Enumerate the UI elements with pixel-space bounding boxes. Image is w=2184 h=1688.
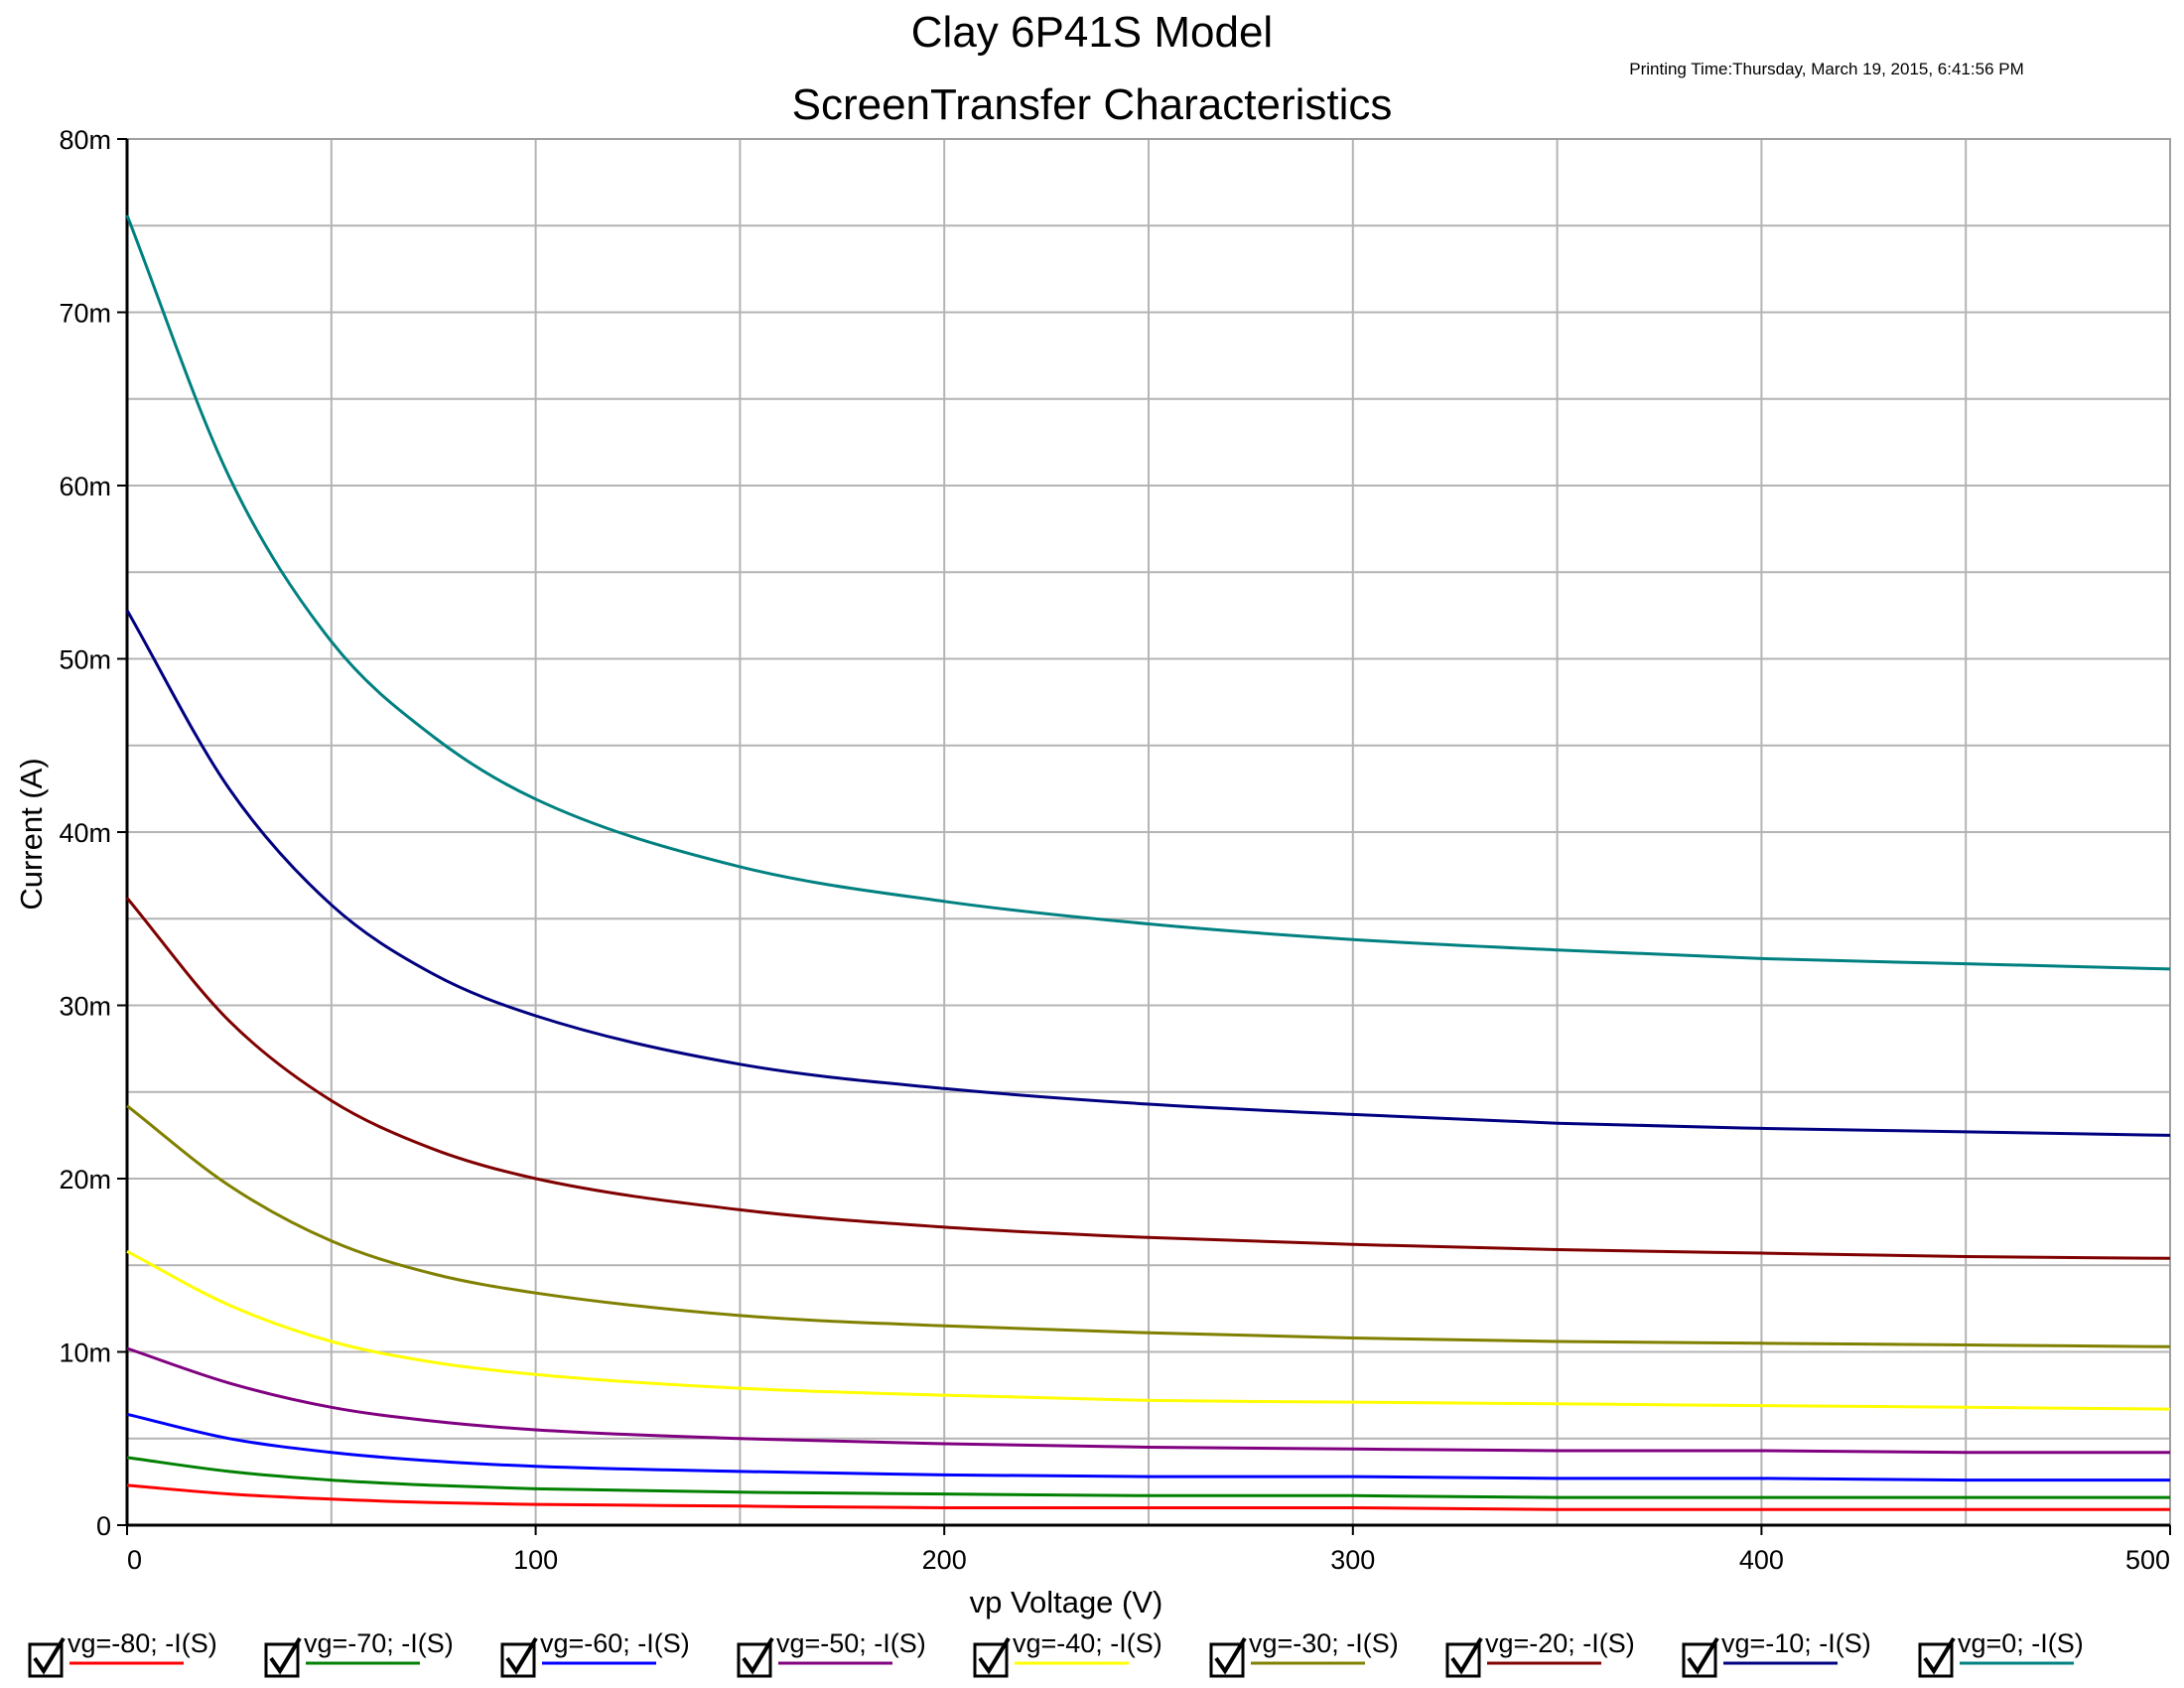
- checkmark-icon: [269, 1636, 302, 1675]
- x-tick-label: 400: [1739, 1545, 1784, 1575]
- series-line-5: [126, 1249, 2171, 1411]
- x-tick-label: 500: [2125, 1545, 2170, 1575]
- y-tick-label: 20m: [59, 1165, 111, 1195]
- x-tick-label: 200: [922, 1545, 967, 1575]
- series-line-2: [126, 1456, 2170, 1499]
- series-line-1: [126, 1483, 2170, 1511]
- y-tick-label: 40m: [59, 818, 111, 848]
- x-axis-ticks: 0 100 200 300 400 500: [126, 1525, 2171, 1575]
- legend-label: vg=-80; -I(S): [68, 1628, 217, 1658]
- legend-item-4[interactable]: vg=-50; -I(S): [737, 1628, 926, 1678]
- series-line-8: [125, 609, 2171, 1137]
- legend-label: vg=-60; -I(S): [540, 1628, 690, 1658]
- legend-label: vg=-70; -I(S): [304, 1628, 454, 1658]
- legend: vg=-80; -I(S) vg=-70; -I(S) vg=-60; -I(S) v…: [28, 1628, 2084, 1678]
- checkmark-icon: [1214, 1636, 1247, 1675]
- y-tick-label: 50m: [59, 645, 111, 675]
- legend-item-1[interactable]: vg=-80; -I(S): [28, 1628, 217, 1678]
- checkmark-icon: [33, 1636, 66, 1675]
- legend-label: vg=-40; -I(S): [1013, 1628, 1162, 1658]
- chart-subtitle: ScreenTransfer Characteristics: [792, 80, 1393, 129]
- x-tick-label: 0: [127, 1545, 142, 1575]
- legend-item-3[interactable]: vg=-60; -I(S): [500, 1628, 690, 1678]
- series-layer: [125, 214, 2171, 1511]
- legend-label: vg=0; -I(S): [1958, 1628, 2084, 1658]
- checkmark-icon: [742, 1636, 774, 1675]
- y-tick-label: 30m: [59, 992, 111, 1022]
- y-axis-ticks: 0 10m 20m 30m 40m 50m 60m 70m 80m: [59, 125, 127, 1541]
- checkmark-icon: [978, 1636, 1011, 1675]
- y-axis-title: Current (A): [14, 758, 49, 910]
- checkmark-icon: [505, 1636, 538, 1675]
- checkmark-icon: [1687, 1636, 1719, 1675]
- checkmark-icon: [1923, 1636, 1956, 1675]
- series-line-7: [125, 897, 2171, 1260]
- legend-item-8[interactable]: vg=-10; -I(S): [1682, 1628, 1871, 1678]
- x-tick-label: 300: [1330, 1545, 1375, 1575]
- printing-time: Printing Time:Thursday, March 19, 2015, …: [1629, 60, 2024, 78]
- series-line-9: [125, 214, 2171, 971]
- legend-label: vg=-10; -I(S): [1721, 1628, 1871, 1658]
- legend-item-2[interactable]: vg=-70; -I(S): [264, 1628, 454, 1678]
- legend-label: vg=-20; -I(S): [1485, 1628, 1635, 1658]
- y-tick-label: 80m: [59, 125, 111, 155]
- legend-item-5[interactable]: vg=-40; -I(S): [973, 1628, 1162, 1678]
- y-tick-label: 10m: [59, 1338, 111, 1368]
- legend-label: vg=-50; -I(S): [776, 1628, 926, 1658]
- series-line-6: [126, 1104, 2171, 1348]
- legend-item-6[interactable]: vg=-30; -I(S): [1209, 1628, 1399, 1678]
- series-line-3: [126, 1412, 2170, 1482]
- y-tick-label: 0: [96, 1511, 111, 1541]
- y-tick-label: 70m: [59, 299, 111, 329]
- checkmark-icon: [1450, 1636, 1483, 1675]
- grid: [126, 138, 2171, 1526]
- y-tick-label: 60m: [59, 472, 111, 501]
- legend-item-9[interactable]: vg=0; -I(S): [1918, 1628, 2084, 1678]
- chart-title: Clay 6P41S Model: [911, 8, 1273, 57]
- legend-item-7[interactable]: vg=-20; -I(S): [1445, 1628, 1635, 1678]
- x-tick-label: 100: [513, 1545, 558, 1575]
- series-line-4: [126, 1346, 2170, 1455]
- x-axis-title: vp Voltage (V): [970, 1585, 1163, 1619]
- legend-label: vg=-30; -I(S): [1249, 1628, 1399, 1658]
